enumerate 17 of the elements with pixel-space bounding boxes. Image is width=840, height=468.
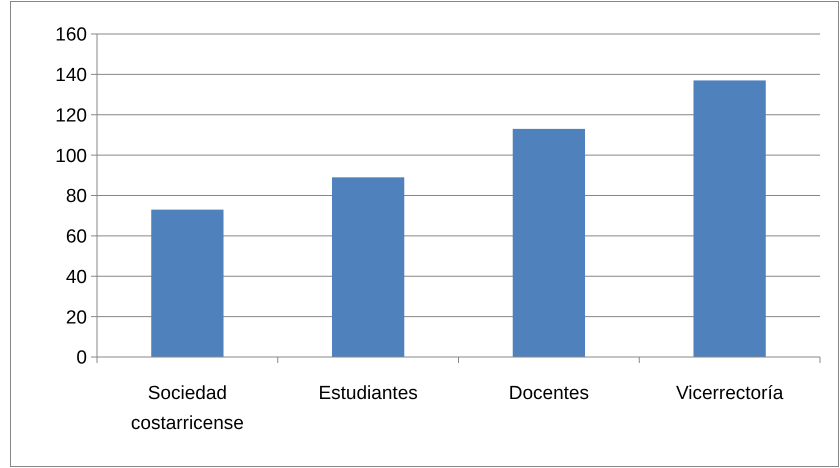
y-tick-label: 0 — [76, 348, 87, 369]
y-tick-label: 120 — [55, 105, 87, 126]
x-tick-label: Estudiantes — [318, 383, 418, 404]
y-tick-label: 40 — [66, 266, 87, 288]
y-tick-label: 100 — [55, 146, 87, 167]
bar — [332, 177, 404, 357]
bar — [512, 128, 586, 357]
bar — [151, 210, 224, 357]
x-tick-label: Vicerrectoría — [676, 383, 784, 404]
y-tick-label: 80 — [66, 186, 87, 208]
x-tick-label: Docentes — [508, 383, 590, 404]
y-tick-label: 20 — [66, 307, 87, 328]
x-tick-label: Sociedad costarricense — [130, 383, 244, 434]
y-tick-label: 140 — [55, 65, 87, 86]
bar — [693, 80, 766, 357]
y-tick-label: 60 — [66, 226, 87, 248]
y-tick-label: 160 — [55, 24, 87, 46]
